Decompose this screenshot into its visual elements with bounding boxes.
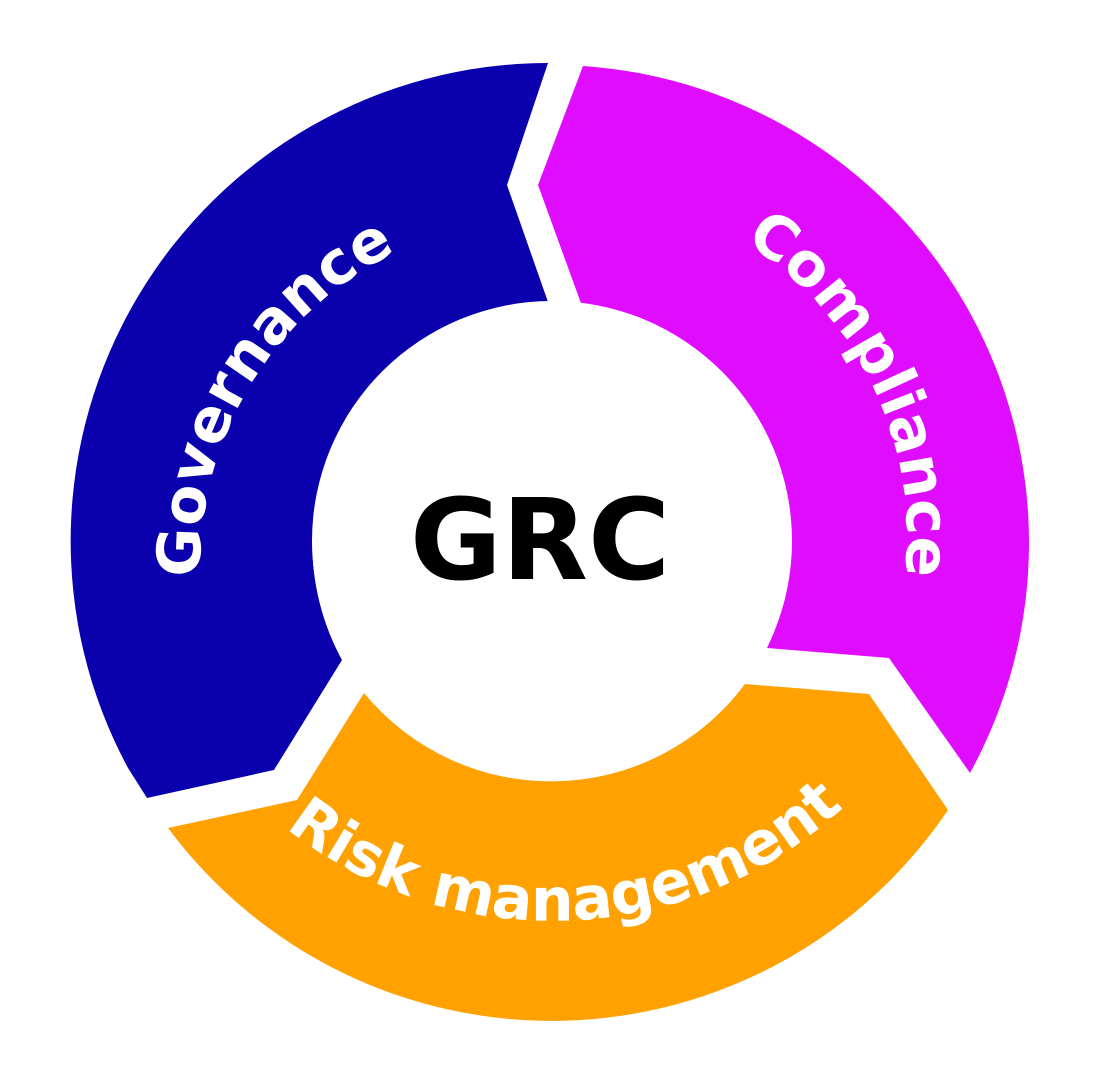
compliance-segment bbox=[538, 66, 1030, 773]
center-circle bbox=[312, 301, 792, 781]
governance-segment bbox=[70, 63, 548, 798]
center-title: GRC bbox=[410, 476, 670, 606]
risk-management-segment bbox=[168, 684, 948, 1021]
